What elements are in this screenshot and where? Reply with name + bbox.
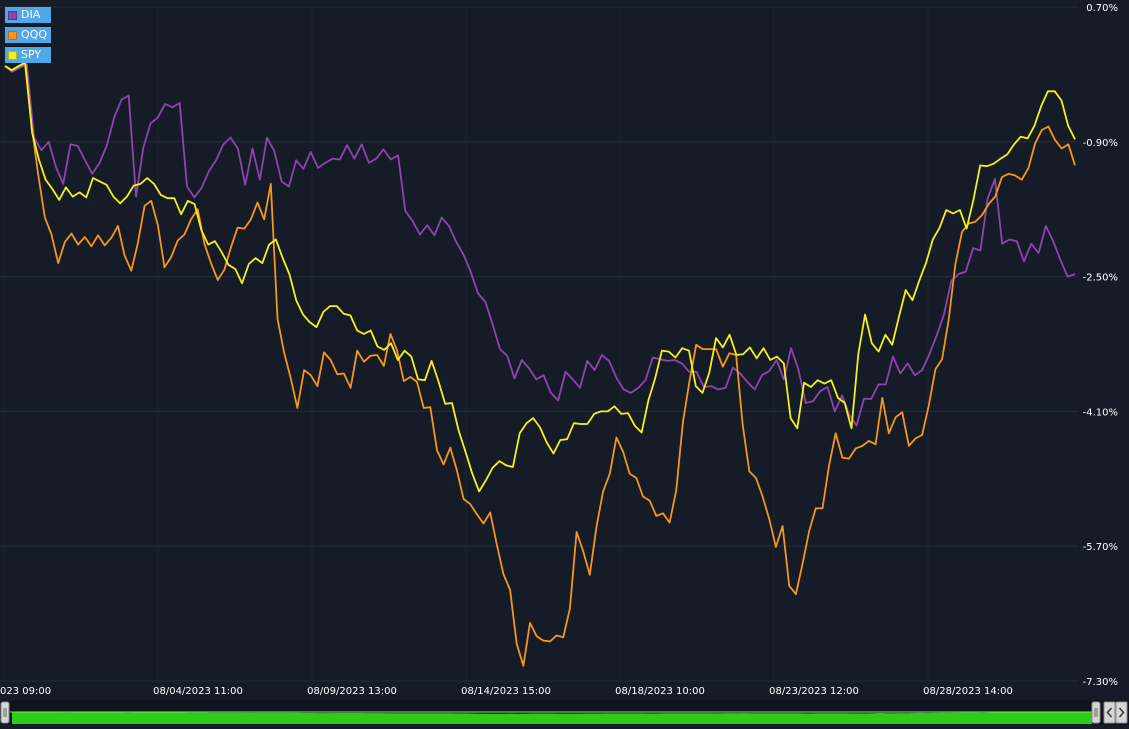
legend-item-spy[interactable]: SPY (5, 47, 51, 63)
chevron-right-icon (1118, 707, 1125, 718)
legend-label-qqq: QQQ (21, 28, 47, 41)
grip-icon (1091, 701, 1101, 724)
series-line-qqq (4, 62, 1076, 667)
x-tick-label: 08/23/2023 12:00 (769, 686, 859, 697)
legend-label-dia: DIA (21, 8, 41, 21)
navigator-area (12, 712, 1092, 724)
y-tick-label: -4.10% (1083, 407, 1118, 418)
x-tick-label: 08/04/2023 11:00 (153, 686, 243, 697)
y-tick-label: -0.90% (1083, 138, 1118, 149)
y-tick-label: 0.70% (1086, 3, 1118, 14)
navigator-handle-left[interactable] (0, 701, 10, 724)
legend-swatch-spy (8, 50, 17, 60)
scroll-right-button[interactable] (1115, 701, 1128, 724)
series-line-spy (4, 61, 1076, 493)
scroll-button-bg (1103, 701, 1116, 724)
legend: DIA QQQ SPY (5, 7, 51, 67)
chevron-left-icon (1106, 707, 1113, 718)
navigator-svg (0, 701, 1129, 725)
legend-item-qqq[interactable]: QQQ (5, 27, 51, 43)
x-tick-label: 08/28/2023 14:00 (923, 686, 1013, 697)
navigator-handle-right[interactable] (1091, 701, 1101, 724)
y-tick-label: -7.30% (1083, 677, 1118, 688)
legend-swatch-qqq (8, 30, 17, 40)
x-tick-label: 08/09/2023 13:00 (307, 686, 397, 697)
y-tick-label: -5.70% (1083, 542, 1118, 553)
y-tick-label: -2.50% (1083, 273, 1118, 284)
navigator-scrollbar[interactable] (0, 700, 1129, 725)
scroll-left-button[interactable] (1103, 701, 1116, 724)
grip-icon (0, 701, 10, 724)
series-line-dia (4, 63, 1076, 427)
legend-swatch-dia (8, 10, 17, 20)
scroll-button-bg (1115, 701, 1128, 724)
legend-label-spy: SPY (21, 48, 42, 61)
x-tick-label: 08/18/2023 10:00 (615, 686, 705, 697)
x-tick-label: 023 09:00 (0, 686, 51, 697)
x-tick-label: 08/14/2023 15:00 (461, 686, 551, 697)
legend-item-dia[interactable]: DIA (5, 7, 51, 23)
